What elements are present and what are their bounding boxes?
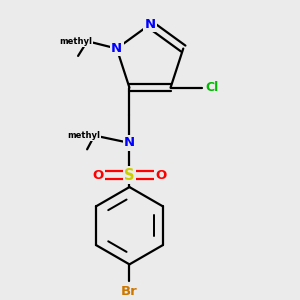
- Text: Cl: Cl: [205, 81, 219, 94]
- Text: O: O: [155, 169, 166, 182]
- Text: S: S: [124, 168, 135, 183]
- Text: methyl: methyl: [59, 37, 92, 46]
- Text: Br: Br: [121, 285, 138, 298]
- Text: N: N: [111, 42, 122, 55]
- Text: N: N: [144, 18, 156, 31]
- Text: O: O: [92, 169, 104, 182]
- Text: methyl: methyl: [67, 131, 100, 140]
- Text: N: N: [124, 136, 135, 149]
